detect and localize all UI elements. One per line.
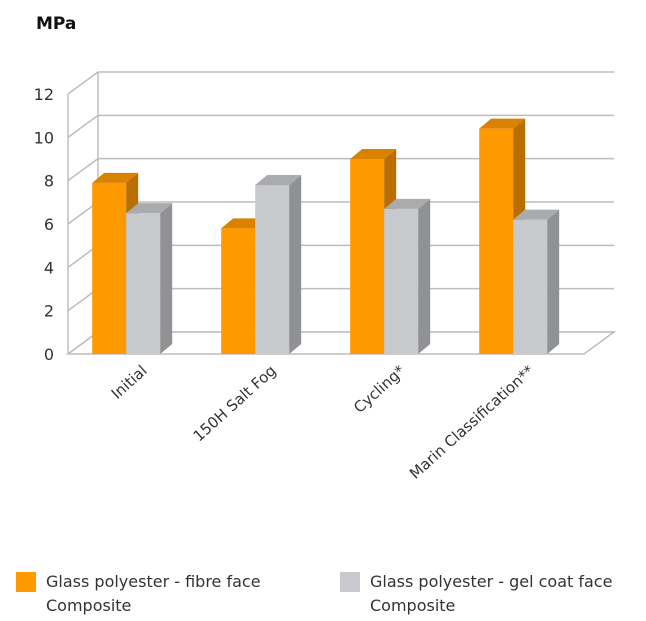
y-tick-label: 6 — [44, 215, 54, 234]
gridline-depth — [67, 71, 99, 95]
y-tick-label: 2 — [44, 302, 54, 321]
bar-top — [126, 203, 173, 214]
legend-label-gel-coat-face-line2: Composite — [370, 596, 456, 615]
bar-front — [221, 228, 256, 354]
bar-front — [126, 213, 161, 354]
bar-top — [350, 149, 397, 159]
y-tick-label: 10 — [34, 128, 54, 147]
y-tick-label: 8 — [44, 172, 54, 191]
chart-bars — [92, 118, 560, 355]
x-tick-label: Marin Classification** — [406, 361, 538, 482]
bar-top — [255, 175, 302, 185]
y-axis-ticks: 0 2 4 6 8 10 12 — [34, 85, 54, 364]
bar-top — [479, 118, 526, 129]
bar-front — [384, 208, 419, 354]
bar-side — [418, 198, 431, 354]
legend-swatch-fibre-face — [16, 572, 36, 592]
bar-front — [513, 219, 548, 354]
bar-side — [289, 175, 302, 354]
legend-item-gel-coat-face: Glass polyester - gel coat face Composit… — [340, 570, 612, 618]
legend-label-fibre-face-line1: Glass polyester - fibre face — [46, 572, 261, 591]
gridline-depth — [67, 114, 99, 138]
bar-side — [547, 209, 560, 354]
bar-front — [92, 182, 127, 354]
bar-top — [513, 209, 560, 220]
y-axis-unit-label: MPa — [36, 14, 77, 34]
bar-front — [350, 159, 385, 354]
y-tick-label: 0 — [44, 345, 54, 364]
x-tick-label: Cycling* — [350, 361, 409, 417]
x-axis-ticks: Initial 150H Salt Fog Cycling*Marin Classi… — [108, 361, 538, 482]
gridline-depth — [67, 158, 99, 182]
x-tick-label: 150H Salt Fog — [190, 362, 280, 446]
y-tick-label: 12 — [34, 85, 54, 104]
legend-label-gel-coat-face-line1: Glass polyester - gel coat face — [370, 572, 613, 591]
legend-item-fibre-face: Glass polyester - fibre face Composite — [16, 570, 261, 618]
bar-top — [92, 172, 139, 183]
legend-swatch-gel-coat-face — [340, 572, 360, 592]
bar-front — [479, 128, 514, 354]
bar-front — [255, 185, 290, 354]
bar-side — [160, 203, 173, 354]
x-tick-label: Initial — [108, 362, 151, 403]
y-tick-label: 4 — [44, 258, 54, 277]
bar-top — [384, 198, 431, 209]
legend-label-fibre-face-line2: Composite — [46, 596, 132, 615]
